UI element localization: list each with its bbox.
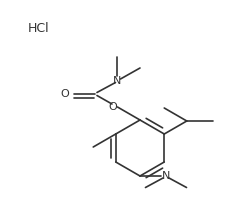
Text: O: O <box>108 102 117 112</box>
Text: HCl: HCl <box>28 22 50 35</box>
Text: N: N <box>162 171 170 181</box>
Text: N: N <box>113 76 122 86</box>
Text: O: O <box>61 89 69 99</box>
